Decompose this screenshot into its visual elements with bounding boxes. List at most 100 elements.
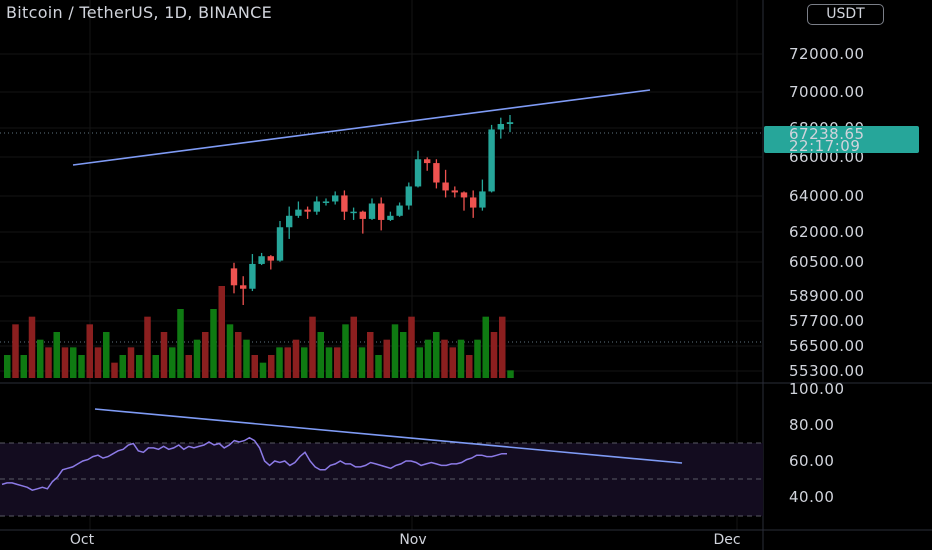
volume-bar [177, 309, 184, 378]
volume-bar [408, 316, 415, 378]
price-tick-label: 58900.00 [789, 287, 865, 305]
candle-body [368, 203, 376, 219]
candle-body [506, 122, 514, 124]
volume-bar [400, 332, 407, 378]
volume-bar [61, 347, 69, 378]
volume-bar [136, 355, 143, 378]
volume-bar [53, 332, 60, 378]
volume-bars [4, 286, 514, 378]
volume-bar [210, 309, 217, 378]
volume-bar [424, 339, 432, 378]
volume-bar [301, 347, 308, 378]
volume-bar [152, 355, 159, 378]
volume-bar [259, 362, 267, 378]
volume-bar [37, 339, 44, 378]
candle-body [359, 211, 366, 219]
volume-bar [383, 339, 390, 378]
candle-body [488, 129, 495, 192]
volume-bar [433, 332, 440, 378]
volume-bar [474, 339, 481, 378]
volume-bar [441, 339, 448, 378]
volume-bar [309, 316, 316, 378]
volume-bar [317, 332, 324, 378]
volume-bar [342, 324, 349, 378]
volume-bar [449, 347, 456, 378]
candle-body [286, 215, 293, 228]
volume-bar [235, 332, 242, 378]
volume-bar [416, 347, 423, 378]
volume-bar [185, 355, 192, 378]
volume-bar [70, 347, 77, 378]
volume-bar [127, 347, 135, 378]
rsi-tick-label: 100.00 [789, 380, 845, 398]
chart-title: Bitcoin / TetherUS, 1D, BINANCE [6, 3, 273, 22]
last-price-countdown: 22:17:09 [789, 137, 860, 155]
volume-bar [243, 339, 250, 378]
volume-bar [169, 347, 176, 378]
candle-body [396, 205, 403, 216]
volume-bar [375, 355, 382, 378]
price-tick-label: 70000.00 [789, 83, 865, 101]
price-tick-label: 55300.00 [789, 362, 865, 380]
volume-bar [358, 347, 366, 378]
candle-body [424, 159, 431, 164]
time-axis[interactable]: Oct Nov Dec [70, 532, 741, 548]
rsi-line [1, 436, 507, 492]
candle-body [414, 159, 422, 187]
volume-bar [350, 316, 357, 378]
volume-bar [276, 347, 283, 378]
time-tick-label: Nov [399, 532, 426, 548]
rsi-tick-label: 40.00 [789, 488, 834, 506]
candle-body [249, 263, 256, 289]
candle-body [295, 209, 302, 216]
candle-body [230, 268, 238, 286]
volume-bar [45, 347, 52, 378]
volume-bar [4, 355, 11, 378]
volume-bar [457, 339, 465, 378]
time-tick-label: Oct [70, 532, 95, 548]
time-tick-label: Dec [713, 532, 740, 548]
volume-bar [94, 347, 102, 378]
price-tick-label: 60500.00 [789, 253, 865, 271]
resistance-trendline [72, 89, 651, 166]
price-tick-label: 64000.00 [789, 187, 865, 205]
candle-body [378, 203, 385, 220]
volume-bar [499, 316, 506, 378]
volume-bar [292, 339, 300, 378]
volume-bar [334, 347, 341, 378]
candle-body [460, 192, 468, 198]
price-tick-label: 72000.00 [789, 45, 865, 63]
volume-bar [391, 324, 399, 378]
candle-body [451, 190, 458, 193]
currency-button[interactable]: USDT [807, 4, 884, 25]
volume-bar [202, 332, 209, 378]
price-tick-label: 57700.00 [789, 312, 865, 330]
last-price-value: 67238.65 [789, 125, 865, 143]
volume-bar [160, 332, 168, 378]
volume-bar [226, 324, 234, 378]
volume-bar [103, 332, 110, 378]
volume-bar [367, 332, 374, 378]
volume-bar [251, 355, 258, 378]
price-axis[interactable]: 72000.0070000.0068000.0066000.0064000.00… [789, 45, 865, 506]
price-tick-label: 56500.00 [789, 337, 865, 355]
candle-body [304, 209, 311, 212]
candle-body [341, 195, 348, 212]
rsi-tick-label: 60.00 [789, 452, 834, 470]
candle-body [479, 191, 486, 208]
rsi-tick-label: 80.00 [789, 416, 834, 434]
trendlines[interactable] [72, 89, 683, 464]
price-tick-label: 62000.00 [789, 223, 865, 241]
volume-bar [20, 355, 27, 378]
rsi-divergence-trendline [94, 408, 683, 464]
candle-body [442, 182, 449, 191]
candle-body [258, 256, 265, 264]
candle-body [350, 211, 357, 214]
volume-bar [28, 316, 36, 378]
candlestick-series [230, 115, 514, 305]
candle-body [332, 195, 339, 202]
volume-bar [507, 370, 514, 378]
